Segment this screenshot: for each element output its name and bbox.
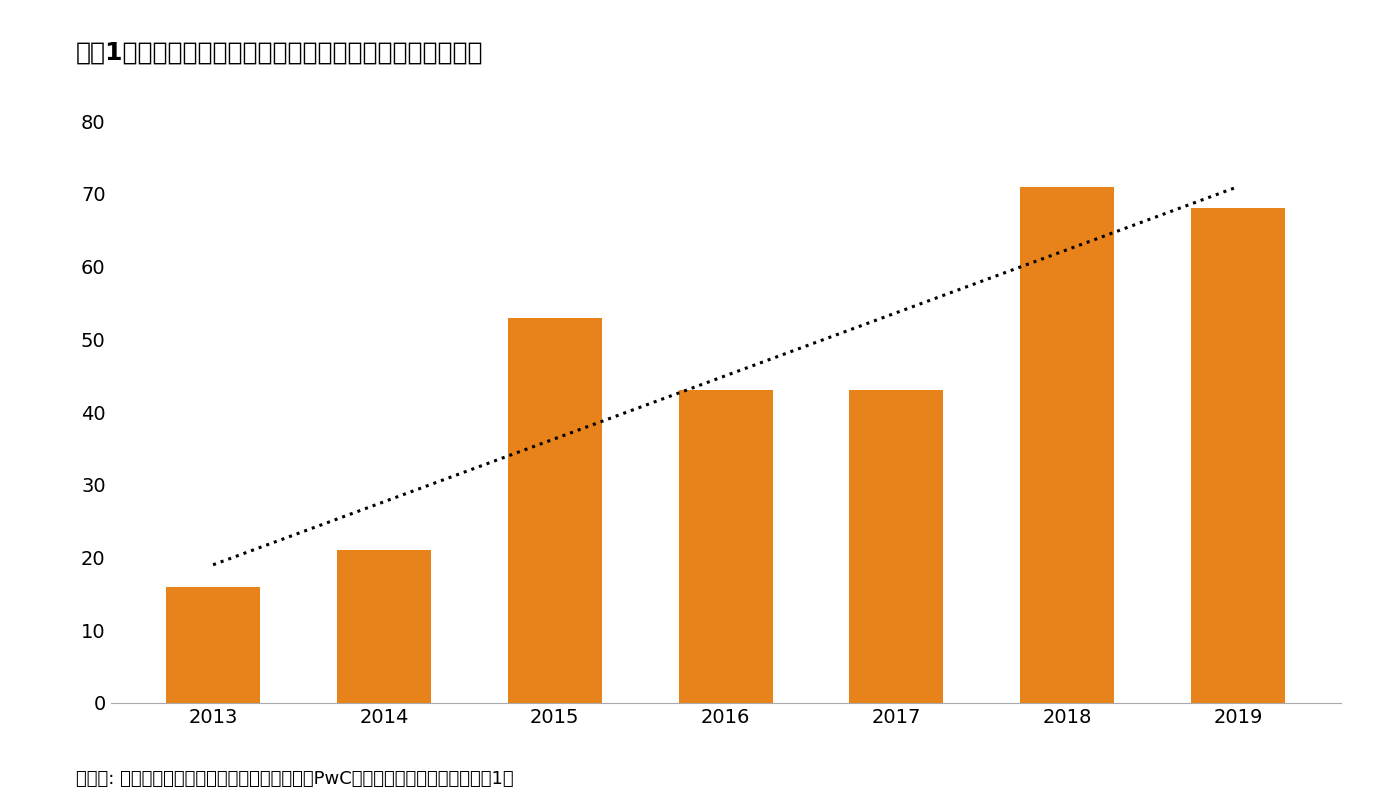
Text: 図表1：上場企業による第三者委員会調査報告書の公表件数: 図表1：上場企業による第三者委員会調査報告書の公表件数	[76, 40, 484, 65]
Bar	[166, 587, 260, 703]
Bar	[507, 318, 601, 703]
Bar	[1191, 208, 1285, 703]
Bar	[337, 550, 431, 703]
Bar	[679, 390, 773, 703]
Bar	[1020, 187, 1114, 703]
Text: （出所: 第三者委員会ドットコムの統計に基づきPwCアドバイザリーが作成）（注1）: （出所: 第三者委員会ドットコムの統計に基づきPwCアドバイザリーが作成）（注1…	[76, 770, 514, 788]
Bar	[850, 390, 944, 703]
